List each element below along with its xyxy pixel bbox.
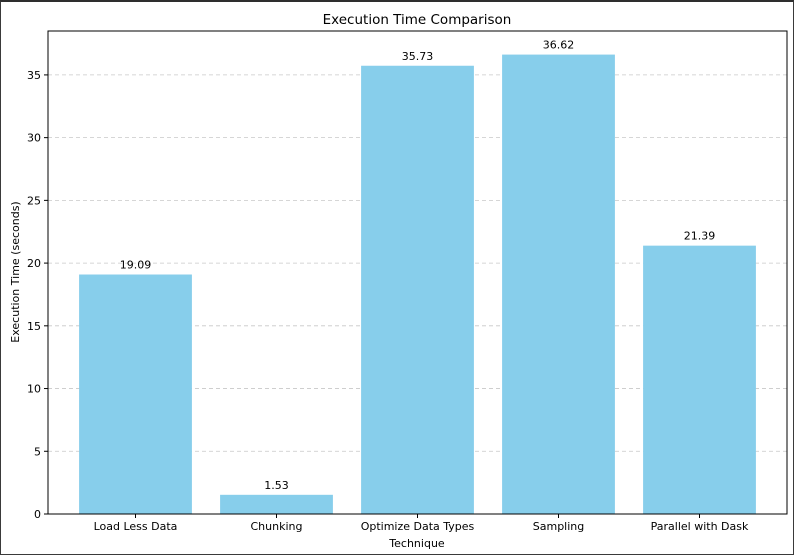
bar <box>220 494 333 514</box>
bar-value-label: 36.62 <box>543 39 575 52</box>
y-axis: 0 5 10 15 20 25 30 35 <box>27 69 48 521</box>
bars <box>79 54 756 515</box>
y-tick-label: 35 <box>27 69 41 82</box>
data-labels: 19.09 1.53 35.73 36.62 21.39 <box>120 39 716 492</box>
x-tick-label: Load Less Data <box>94 520 178 533</box>
bar <box>502 54 615 515</box>
y-tick-label: 20 <box>27 257 41 270</box>
x-axis-label: Technique <box>388 537 445 550</box>
bar <box>643 245 756 515</box>
bar-value-label: 21.39 <box>684 230 716 243</box>
x-tick-label: Sampling <box>533 520 585 533</box>
bar-value-label: 35.73 <box>402 50 434 63</box>
bar <box>79 274 192 514</box>
x-tick-label: Chunking <box>251 520 303 533</box>
x-axis: Load Less Data Chunking Optimize Data Type… <box>94 514 749 533</box>
y-axis-label: Execution Time (seconds) <box>9 201 22 342</box>
bar-value-label: 19.09 <box>120 259 152 272</box>
y-tick-label: 10 <box>27 383 41 396</box>
y-tick-label: 25 <box>27 194 41 207</box>
y-tick-label: 15 <box>27 320 41 333</box>
x-tick-label: Optimize Data Types <box>361 520 475 533</box>
y-tick-label: 5 <box>34 445 41 458</box>
bar-value-label: 1.53 <box>264 479 289 492</box>
chart-title: Execution Time Comparison <box>323 12 512 28</box>
y-tick-label: 0 <box>34 508 41 521</box>
bar <box>361 65 474 514</box>
y-tick-label: 30 <box>27 132 41 145</box>
x-tick-label: Parallel with Dask <box>651 520 749 533</box>
